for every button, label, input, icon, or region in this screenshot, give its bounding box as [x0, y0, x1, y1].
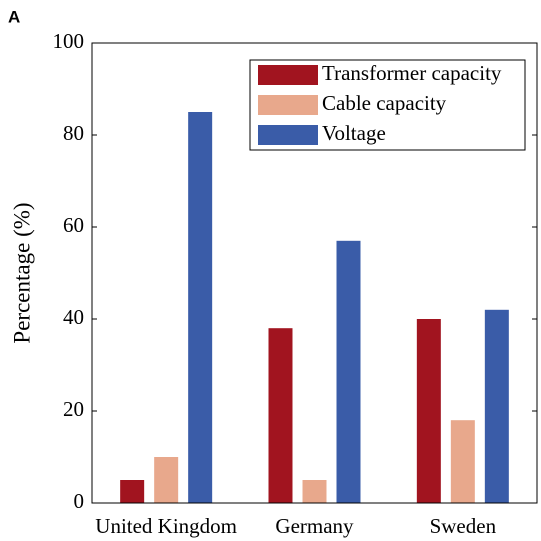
y-tick-label: 60 [63, 213, 84, 237]
legend-swatch [258, 95, 318, 115]
panel-label: A [8, 7, 20, 26]
y-tick-label: 20 [63, 397, 84, 421]
x-tick-label: United Kingdom [95, 514, 237, 538]
x-tick-label: Sweden [430, 514, 497, 538]
y-tick-label: 40 [63, 305, 84, 329]
y-tick-label: 100 [53, 29, 85, 53]
legend-label: Cable capacity [322, 91, 447, 115]
y-tick-label: 80 [63, 121, 84, 145]
bar [336, 240, 361, 504]
y-tick-label: 0 [74, 489, 85, 513]
bar [416, 319, 441, 503]
legend-label: Voltage [322, 121, 386, 145]
bar [484, 309, 509, 503]
y-axis-label: Percentage (%) [9, 202, 34, 343]
legend-swatch [258, 65, 318, 85]
legend-swatch [258, 125, 318, 145]
bar [120, 480, 145, 503]
bar [302, 480, 327, 503]
bar [154, 457, 179, 503]
x-tick-label: Germany [275, 514, 354, 538]
bar [450, 420, 475, 503]
bar [268, 328, 293, 503]
bar [188, 112, 213, 503]
legend-label: Transformer capacity [322, 61, 502, 85]
axes-box [91, 42, 538, 504]
